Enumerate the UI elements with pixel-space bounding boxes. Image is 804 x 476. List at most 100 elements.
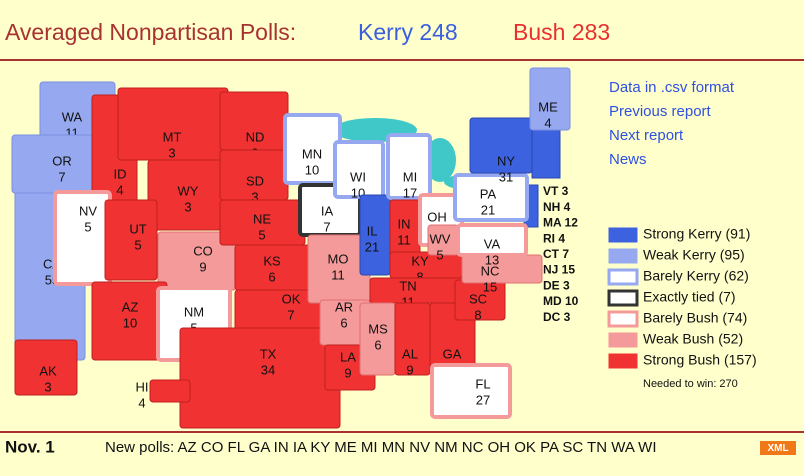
- state-abbr: GA: [443, 346, 462, 361]
- state-ev: 3: [168, 145, 175, 160]
- state-shape[interactable]: [14, 339, 78, 396]
- bush-total: Bush 283: [513, 19, 610, 45]
- state-abbr: MT: [163, 129, 182, 144]
- legend-label: Strong Bush (157): [643, 352, 757, 368]
- state-abbr: KS: [263, 253, 281, 268]
- state-abbr: SC: [469, 291, 487, 306]
- state-ev: 4: [544, 115, 551, 130]
- state-abbr: ND: [246, 129, 265, 144]
- legend-swatch: [607, 289, 639, 307]
- state-ev: 7: [58, 169, 65, 184]
- state-shape[interactable]: [149, 379, 191, 403]
- state-shape[interactable]: [453, 173, 529, 222]
- state-shape[interactable]: [179, 327, 341, 429]
- state-abbr: NV: [79, 203, 97, 218]
- state-ev: 3: [44, 379, 51, 394]
- state-abbr: WY: [178, 183, 199, 198]
- state-abbr: WV: [430, 231, 451, 246]
- small-state: VT 3: [543, 184, 569, 198]
- state-abbr: MS: [368, 321, 388, 336]
- legend-label: Barely Bush (74): [643, 310, 747, 326]
- state-abbr: HI: [136, 379, 149, 394]
- small-state: DE 3: [543, 278, 570, 292]
- state-abbr: AZ: [122, 299, 139, 314]
- legend-swatch: [608, 353, 638, 369]
- state-ev: 11: [397, 232, 411, 247]
- state-ev: 3: [251, 189, 258, 204]
- state-abbr: AL: [402, 346, 418, 361]
- state-ev: 4: [138, 395, 145, 410]
- state-ev: 3: [184, 199, 191, 214]
- state-shape[interactable]: [104, 199, 158, 281]
- legend-label: Weak Kerry (95): [643, 247, 745, 263]
- legend-label: Weak Bush (52): [643, 331, 743, 347]
- state-abbr: MN: [302, 146, 322, 161]
- title: Averaged Nonpartisan Polls:: [5, 19, 296, 45]
- state-ev: 9: [344, 365, 351, 380]
- state-ev: 5: [84, 219, 91, 234]
- legend-swatch: [608, 332, 638, 348]
- state-ev: 11: [331, 267, 345, 282]
- legend-note: Needed to win: 270: [643, 378, 738, 390]
- state-abbr: OR: [52, 153, 72, 168]
- state-abbr: SD: [246, 173, 264, 188]
- state-abbr: MO: [328, 251, 349, 266]
- state-shape[interactable]: [456, 223, 528, 257]
- state-abbr: NY: [497, 153, 515, 168]
- state-ev: 15: [483, 279, 497, 294]
- small-state: NH 4: [543, 200, 571, 214]
- xml-badge[interactable]: [760, 441, 796, 455]
- state-shape[interactable]: [529, 67, 571, 131]
- state-shape[interactable]: [430, 363, 512, 419]
- state-ev: 5: [258, 227, 265, 242]
- xml-label[interactable]: XML: [767, 443, 788, 454]
- small-state: MA 12: [543, 216, 578, 230]
- state-abbr: IL: [367, 223, 378, 238]
- legend-label: Barely Kerry (62): [643, 268, 749, 284]
- nav-link[interactable]: Next report: [609, 127, 684, 144]
- state-ev: 7: [323, 219, 330, 234]
- state-abbr: IA: [321, 203, 334, 218]
- state-ev: 10: [305, 162, 319, 177]
- state-abbr: OH: [427, 209, 447, 224]
- nav-link[interactable]: Previous report: [609, 103, 712, 120]
- state-ev: 10: [123, 315, 137, 330]
- state-abbr: VA: [484, 236, 501, 251]
- state-abbr: IN: [398, 216, 411, 231]
- state-shape[interactable]: [469, 117, 533, 174]
- state-ev: 7: [287, 307, 294, 322]
- state-ev: 21: [365, 239, 379, 254]
- state-abbr: NE: [253, 211, 271, 226]
- state-abbr: FL: [475, 376, 490, 391]
- legend-swatch: [608, 248, 638, 264]
- small-state: DC 3: [543, 310, 571, 324]
- new-polls: New polls: AZ CO FL GA IN IA KY ME MI MN…: [105, 439, 656, 456]
- small-state: MD 10: [543, 294, 579, 308]
- state-ev: 8: [416, 269, 423, 284]
- state-abbr: AR: [335, 299, 353, 314]
- nav-link[interactable]: News: [609, 151, 647, 168]
- new-england: [531, 129, 561, 179]
- small-state: CT 7: [543, 247, 569, 261]
- state-shape[interactable]: [333, 140, 385, 199]
- state-ev: 4: [116, 182, 123, 197]
- state-shape[interactable]: [386, 133, 432, 200]
- state-abbr: PA: [480, 186, 497, 201]
- state-ev: 13: [485, 252, 499, 267]
- state-ev: 5: [436, 247, 443, 262]
- state-abbr: UT: [129, 221, 146, 236]
- date: Nov. 1: [5, 437, 55, 456]
- state-ev: 9: [199, 259, 206, 274]
- state-abbr: MI: [403, 169, 417, 184]
- state-abbr: TN: [399, 278, 416, 293]
- state-abbr: ME: [538, 99, 558, 114]
- state-abbr: WA: [62, 109, 83, 124]
- legend-swatch: [608, 227, 638, 243]
- state-abbr: OK: [282, 291, 301, 306]
- state-abbr: TX: [260, 346, 277, 361]
- nav-link[interactable]: Data in .csv format: [609, 79, 735, 96]
- state-shape[interactable]: [461, 254, 543, 284]
- state-abbr: WI: [350, 169, 366, 184]
